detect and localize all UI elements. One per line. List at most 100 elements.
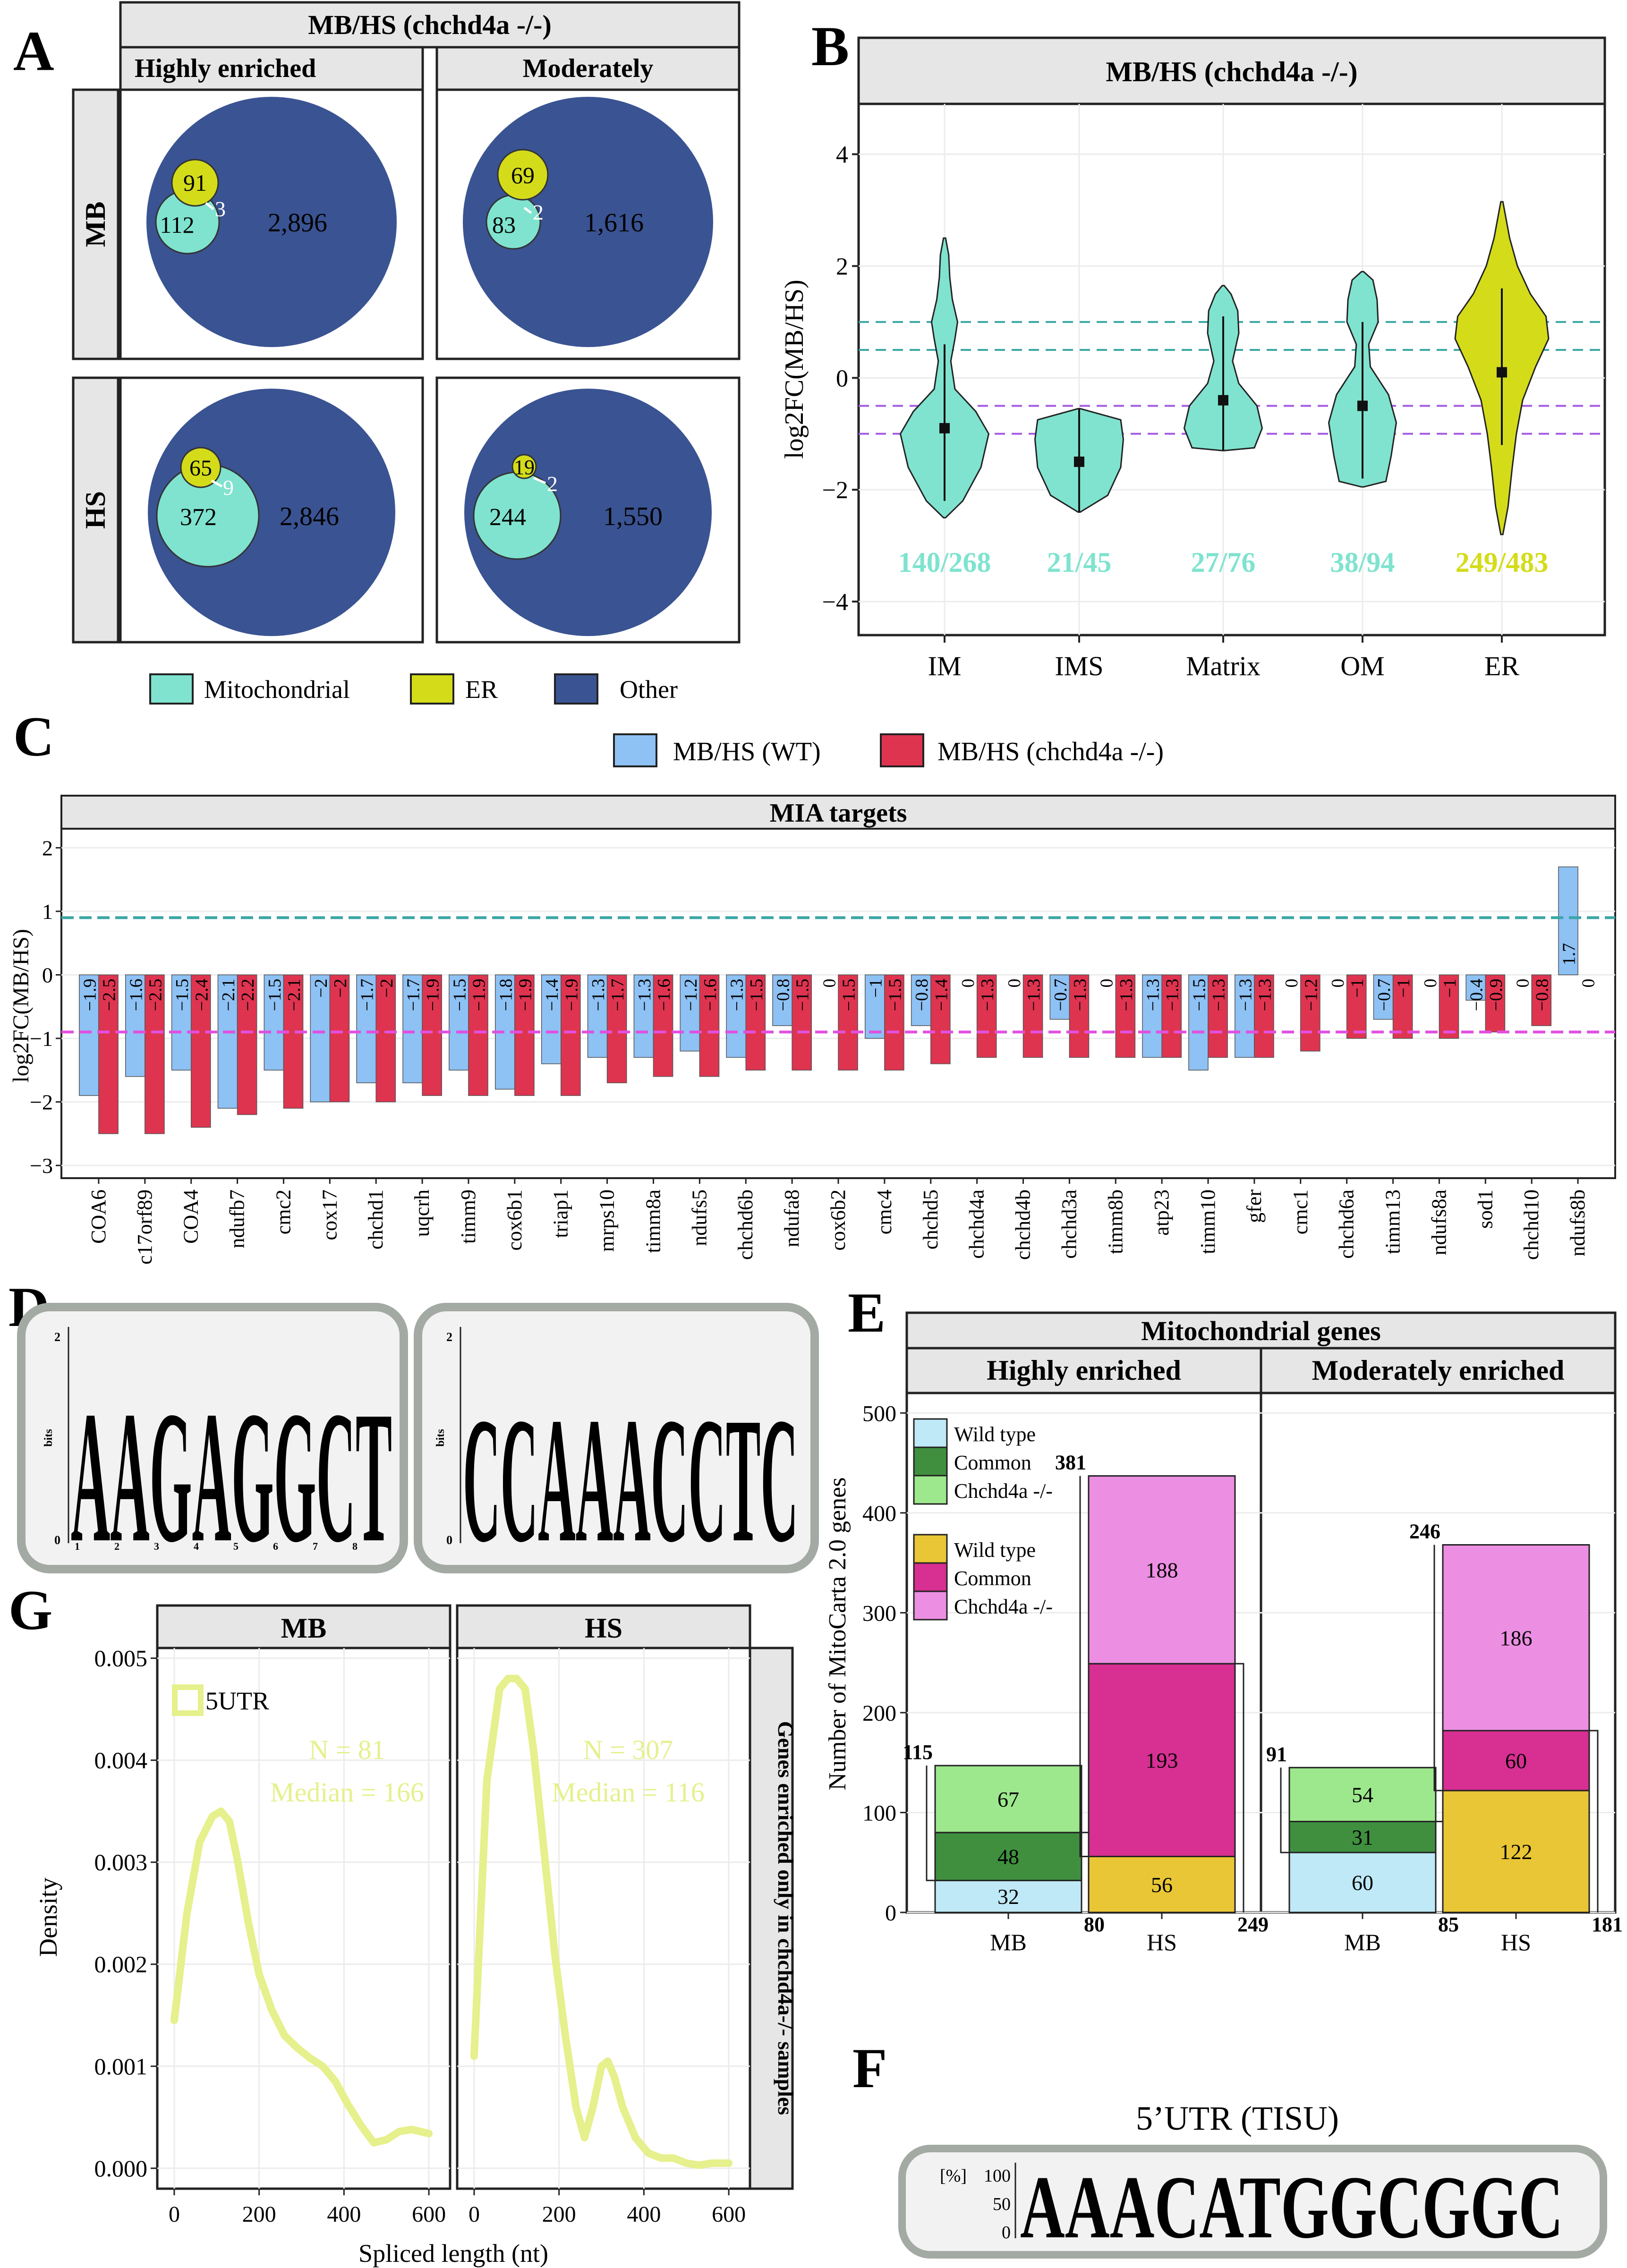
data-label-mut: −1.4: [931, 978, 951, 1011]
y-tick-label: 500: [862, 1401, 896, 1426]
violin-median-point: [1497, 367, 1507, 378]
bar-mut: [283, 974, 304, 1109]
total-label-wt: 80: [1084, 1913, 1105, 1936]
legend-swatch-wt: [613, 733, 657, 767]
bar-wt: [726, 974, 746, 1058]
data-label-mut: −1.3: [978, 978, 997, 1011]
bar-mut: [145, 974, 165, 1134]
motif-logo-2: 2 0 bits CCAAACCTC: [434, 1327, 798, 1580]
motif-f-tick-50: 50: [993, 2194, 1011, 2214]
bar-mut: [653, 974, 673, 1077]
x-tick-label: 400: [327, 2202, 361, 2227]
panel-a-title: MB/HS (chchd4a -/-): [308, 9, 552, 40]
bar-wt: [171, 974, 192, 1071]
legend-label: Common: [954, 1451, 1031, 1474]
data-label-wt: 0: [1282, 978, 1302, 987]
data-label-wt: −0.7: [1374, 978, 1394, 1011]
annotation-median-mb: Median = 166: [270, 1777, 424, 1808]
venn-other-circle: [146, 97, 397, 347]
panel-g-y-axis: 0.005 0.004 0.003 0.002 0.001 0.000: [94, 1645, 157, 2182]
venn-other-circle: [464, 389, 712, 636]
x-tick-label: chchd6a: [1335, 1189, 1358, 1259]
x-tick-label: timm9: [457, 1189, 480, 1244]
y-tick-label: 0.004: [94, 1747, 148, 1774]
bar-mut: [976, 974, 997, 1058]
x-tick-label: atp23: [1150, 1189, 1173, 1236]
panel-a-col-header-1: Highly enriched: [135, 54, 316, 83]
panel-a-col-header-2: Moderately: [523, 54, 654, 83]
panel-g-plot-mb: [156, 1647, 451, 2190]
data-label-wt: 0: [1328, 978, 1348, 987]
panel-g-facet-hs: HS: [585, 1613, 622, 1644]
stacked-segment: [1088, 1475, 1236, 1665]
panel-letter-g: G: [9, 1579, 52, 1641]
motif-1-pos: 4: [194, 1540, 199, 1552]
y-tick-label: 400: [862, 1501, 896, 1526]
motif-f-sequence: AAACATGGCGGC: [1020, 2158, 1563, 2257]
bar-mut: [468, 974, 488, 1096]
panel-e-title-strip: [905, 1311, 1617, 1350]
x-tick-label: sod1: [1474, 1189, 1497, 1229]
panel-g-facet-mb: MB: [281, 1613, 327, 1644]
legend-label-wt: MB/HS (WT): [673, 737, 821, 766]
stacked-segment: [1088, 1856, 1236, 1913]
panel-b-title-strip: [857, 36, 1606, 105]
panel-c-title-strip: [60, 795, 1616, 830]
venn-er-circle: [180, 447, 221, 488]
x-tick-label: Matrix: [1186, 651, 1261, 681]
y-tick-label: 0.005: [94, 1645, 148, 1672]
data-label-wt: −1.6: [126, 978, 146, 1011]
panel-g-strip-right: [749, 1647, 794, 2190]
x-tick-label: 600: [412, 2202, 446, 2227]
panel-a: A MB/HS (chchd4a -/-) Highly enriched Mo…: [13, 1, 741, 705]
panel-c-title: MIA targets: [770, 798, 907, 828]
stacked-segment: [934, 1765, 1082, 1834]
motif-2-ymax: 2: [446, 1330, 452, 1344]
data-label-wt: 0: [1513, 978, 1533, 987]
bar-mut: [1346, 974, 1367, 1039]
panel-c-y-label: log2FC(MB/HS): [9, 929, 34, 1082]
segment-label: 193: [1146, 1748, 1178, 1772]
bar-mut: [237, 974, 257, 1115]
panel-c-x-axis: COA6 c17orf89 COA4 ndufb7 cmc2 cox17 chchd1 uqc…: [87, 1178, 1589, 1265]
y-tick-label: 0.002: [94, 1951, 148, 1978]
bar-wt: [633, 974, 654, 1058]
segment-label: 60: [1505, 1749, 1527, 1773]
panel-letter-f: F: [852, 2037, 887, 2099]
bar-mut: [1022, 974, 1043, 1058]
venn-mito-count: 244: [489, 504, 526, 531]
panel-g-x-axis: 0 200 400 600 0 200 400 600: [169, 2189, 746, 2227]
data-label-mut: −1.6: [654, 978, 674, 1011]
legend-label-mito: Mitochondrial: [204, 675, 350, 704]
legend-label: Chchd4a -/-: [954, 1595, 1053, 1618]
data-label-mut: −2.5: [99, 978, 119, 1011]
panel-g-plot-hs: [456, 1647, 751, 2190]
venn-other-count: 2,846: [280, 502, 339, 531]
segment-label: 60: [1352, 1871, 1373, 1895]
data-label-wt: −2: [311, 978, 331, 997]
x-tick-label: triap1: [549, 1189, 572, 1238]
bar-wt: [541, 974, 562, 1064]
data-label-wt: 0: [1421, 978, 1440, 987]
legend-swatch-other: [554, 673, 598, 705]
data-label-wt: 1.7: [1559, 943, 1579, 966]
total-label-wt: 181: [1592, 1913, 1623, 1936]
data-label-wt: 0: [819, 978, 839, 987]
panel-e: E Mitochondrial genes Highly enriched Mo…: [824, 1281, 1623, 1955]
data-label-wt: −1.5: [1189, 978, 1209, 1011]
x-tick-label: chchd4a: [965, 1189, 988, 1259]
x-tick-label: chchd6b: [734, 1189, 757, 1260]
data-label-wt: −1.5: [450, 978, 469, 1011]
bar-mut: [884, 974, 904, 1071]
data-label-wt: −0.8: [774, 978, 793, 1011]
panel-b-y-axis: 4 2 0 −2 −4: [822, 142, 859, 616]
segment-label: 56: [1151, 1873, 1173, 1897]
panel-c-y-axis: 2 1 0 −1 −2 −3: [30, 836, 61, 1178]
x-tick-label: COA6: [87, 1189, 110, 1244]
bracket-mut: [926, 1766, 935, 1881]
y-tick-label: 0: [885, 1901, 896, 1926]
count-label: 21/45: [1047, 547, 1112, 578]
venn-other-count: 1,616: [584, 208, 644, 238]
motif-2-bits-label: bits: [434, 1429, 447, 1446]
panel-letter-b: B: [811, 15, 849, 77]
